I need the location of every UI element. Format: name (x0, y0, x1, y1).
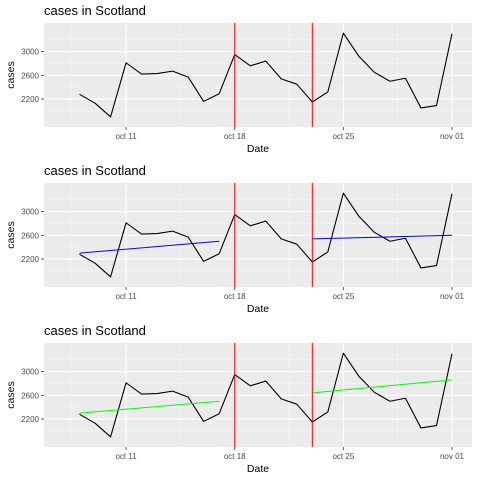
x-axis-title: Date (247, 303, 269, 315)
chart-title: cases in Scotland (44, 3, 146, 18)
plot-area (79, 23, 453, 127)
y-axis-title: cases (5, 221, 17, 248)
x-tick-label: oct 11 (115, 452, 137, 461)
x-tick-label: nov 01 (440, 292, 465, 301)
chart-panel: cases in Scotland 2200 2600 3000 oct 11 oct 1… (5, 163, 472, 315)
chart-title: cases in Scotland (44, 163, 146, 178)
y-tick-label: 2200 (21, 255, 39, 264)
series-line (79, 192, 453, 278)
y-tick-label: 3000 (21, 48, 39, 57)
y-tick-label: 2600 (21, 231, 39, 240)
y-axis-title: cases (5, 381, 17, 408)
chart-title: cases in Scotland (44, 323, 146, 338)
x-tick-label: nov 01 (440, 452, 465, 461)
x-tick-label: oct 25 (332, 132, 354, 141)
x-tick-label: oct 18 (224, 452, 246, 461)
x-tick-label: oct 18 (224, 132, 246, 141)
x-tick-label: oct 11 (115, 132, 137, 141)
y-tick-label: 2200 (21, 415, 39, 424)
trend-line (79, 240, 220, 254)
x-tick-label: nov 01 (440, 132, 465, 141)
x-tick-label: oct 11 (115, 292, 137, 301)
chart-panel: cases in Scotland 2200 2600 3000 oct 11 oct 1… (5, 3, 472, 155)
plot-area (79, 343, 453, 447)
series-line (79, 352, 453, 438)
y-tick-label: 2600 (21, 71, 39, 80)
trend-line (312, 234, 453, 240)
plot-area (79, 183, 453, 287)
x-tick-label: oct 25 (332, 292, 354, 301)
trend-line (79, 400, 220, 414)
series-line (79, 32, 453, 118)
trend-line (312, 379, 453, 394)
x-axis-title: Date (247, 463, 269, 475)
chart-panel: cases in Scotland 2200 2600 3000 oct 11 oct 1… (5, 323, 472, 475)
y-tick-label: 2600 (21, 391, 39, 400)
x-axis-title: Date (247, 143, 269, 155)
y-tick-label: 2200 (21, 95, 39, 104)
y-tick-label: 3000 (21, 208, 39, 217)
y-tick-label: 3000 (21, 368, 39, 377)
x-tick-label: oct 25 (332, 452, 354, 461)
y-axis-title: cases (5, 61, 17, 88)
x-tick-label: oct 18 (224, 292, 246, 301)
